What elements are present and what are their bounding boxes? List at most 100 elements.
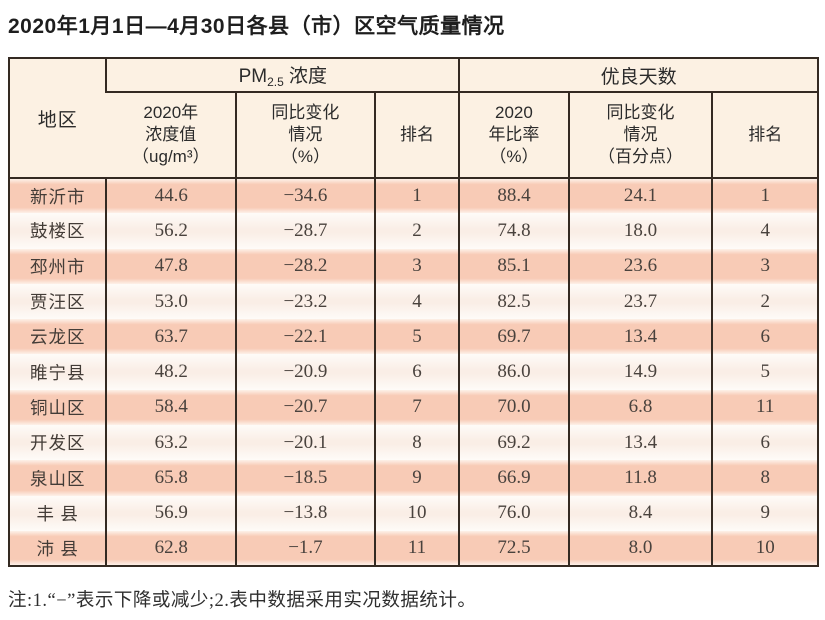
pm-change-cell: −20.1 [235, 425, 375, 461]
days-ratio-cell: 85.1 [458, 248, 569, 284]
region-cell: 贾汪区 [9, 283, 107, 320]
pm-change-cell: −20.9 [235, 354, 375, 390]
table-body: 新沂市 44.6 −34.6 1 88.4 24.1 1 鼓楼区 56.2 −2… [9, 178, 818, 567]
table-row: 泉山区 65.8 −18.5 9 66.9 11.8 8 [9, 460, 818, 496]
column-header-days-ratio: 2020 年比率 （%） [458, 92, 569, 179]
column-group-pm25: PM2.5 浓度 [105, 58, 460, 93]
days-change-cell: 24.1 [567, 178, 713, 214]
table-row: 云龙区 63.7 −22.1 5 69.7 13.4 6 [9, 319, 818, 355]
pm-rank-cell: 9 [373, 460, 460, 496]
table-row: 丰 县 56.9 −13.8 10 76.0 8.4 9 [9, 495, 818, 531]
pm-value-cell: 58.4 [105, 389, 237, 426]
days-rank-cell: 3 [711, 248, 818, 284]
pm25-prefix: PM [238, 66, 268, 87]
days-change-cell: 6.8 [567, 389, 713, 426]
days-change-cell: 13.4 [567, 319, 713, 355]
table-row: 鼓楼区 56.2 −28.7 2 74.8 18.0 4 [9, 213, 818, 249]
table-row: 睢宁县 48.2 −20.9 6 86.0 14.9 5 [9, 354, 818, 390]
days-ratio-cell: 69.7 [458, 319, 569, 355]
region-cell: 邳州市 [9, 248, 107, 284]
region-cell: 鼓楼区 [9, 213, 107, 249]
days-ratio-cell: 72.5 [458, 530, 569, 567]
pm-value-cell: 53.0 [105, 283, 237, 320]
table-row: 新沂市 44.6 −34.6 1 88.4 24.1 1 [9, 178, 818, 214]
pm-change-cell: −20.7 [235, 389, 375, 426]
days-change-cell: 8.4 [567, 495, 713, 531]
days-rank-cell: 9 [711, 495, 818, 531]
region-cell: 丰 县 [9, 495, 107, 531]
pm-value-cell: 63.7 [105, 319, 237, 355]
pm-value-cell: 47.8 [105, 248, 237, 284]
days-rank-cell: 8 [711, 460, 818, 496]
pm-value-cell: 56.2 [105, 213, 237, 249]
pm-rank-cell: 8 [373, 425, 460, 461]
table-row: 沛 县 62.8 −1.7 11 72.5 8.0 10 [9, 530, 818, 567]
days-change-cell: 13.4 [567, 425, 713, 461]
days-ratio-cell: 88.4 [458, 178, 569, 214]
pm-rank-cell: 7 [373, 389, 460, 426]
days-change-cell: 23.6 [567, 248, 713, 284]
pm-change-cell: −23.2 [235, 283, 375, 320]
column-header-pm-rank: 排名 [373, 92, 460, 179]
pm-change-cell: −28.7 [235, 213, 375, 249]
days-ratio-cell: 76.0 [458, 495, 569, 531]
days-rank-cell: 11 [711, 389, 818, 426]
pm-change-cell: −22.1 [235, 319, 375, 355]
pm-value-cell: 65.8 [105, 460, 237, 496]
pm25-suffix: 浓度 [283, 66, 328, 87]
column-header-pm-change: 同比变化 情况 （%） [235, 92, 375, 179]
pm-change-cell: −18.5 [235, 460, 375, 496]
days-ratio-cell: 74.8 [458, 213, 569, 249]
region-cell: 云龙区 [9, 319, 107, 355]
days-change-cell: 14.9 [567, 354, 713, 390]
header-group-row: 地区 PM2.5 浓度 优良天数 [9, 58, 818, 179]
pm25-subscript: 2.5 [267, 75, 284, 89]
days-rank-cell: 5 [711, 354, 818, 390]
column-header-days-change: 同比变化 情况 （百分点） [567, 92, 713, 179]
pm-rank-cell: 5 [373, 319, 460, 355]
days-rank-cell: 10 [711, 530, 818, 567]
pm-change-cell: −34.6 [235, 178, 375, 214]
pm-rank-cell: 2 [373, 213, 460, 249]
days-ratio-cell: 82.5 [458, 283, 569, 320]
column-header-pm-value: 2020年 浓度值 （ug/m³） [106, 92, 237, 179]
footnote: 注:1.“−”表示下降或减少;2.表中数据采用实况数据统计。 [8, 591, 477, 611]
days-rank-cell: 6 [711, 319, 818, 355]
region-cell: 铜山区 [9, 389, 107, 426]
days-change-cell: 18.0 [567, 213, 713, 249]
pm-change-cell: −28.2 [235, 248, 375, 284]
days-change-cell: 11.8 [567, 460, 713, 496]
region-cell: 睢宁县 [9, 354, 107, 390]
column-header-days-rank: 排名 [711, 92, 818, 179]
table-row: 邳州市 47.8 −28.2 3 85.1 23.6 3 [9, 248, 818, 284]
days-ratio-cell: 86.0 [458, 354, 569, 390]
days-rank-cell: 4 [711, 213, 818, 249]
table-row: 贾汪区 53.0 −23.2 4 82.5 23.7 2 [9, 283, 818, 320]
days-ratio-cell: 66.9 [458, 460, 569, 496]
air-quality-table: 地区 PM2.5 浓度 优良天数 2020年 浓度值 （ug/m³） 同比变化 … [8, 57, 819, 568]
pm-rank-cell: 6 [373, 354, 460, 390]
pm-rank-cell: 4 [373, 283, 460, 320]
pm-change-cell: −1.7 [235, 530, 375, 567]
days-rank-cell: 1 [711, 178, 818, 214]
pm-rank-cell: 3 [373, 248, 460, 284]
pm-rank-cell: 1 [373, 178, 460, 214]
column-group-good-days: 优良天数 [458, 58, 818, 93]
region-cell: 开发区 [9, 425, 107, 461]
pm-rank-cell: 10 [373, 495, 460, 531]
region-cell: 泉山区 [9, 460, 107, 496]
column-header-region: 地区 [9, 58, 107, 179]
days-ratio-cell: 70.0 [458, 389, 569, 426]
pm-change-cell: −13.8 [235, 495, 375, 531]
table-row: 铜山区 58.4 −20.7 7 70.0 6.8 11 [9, 389, 818, 426]
header-sub-row: 2020年 浓度值 （ug/m³） 同比变化 情况 （%） 排名 2020 年比… [9, 92, 818, 179]
pm-value-cell: 62.8 [105, 530, 237, 567]
pm-value-cell: 44.6 [105, 178, 237, 214]
table-header: 地区 PM2.5 浓度 优良天数 2020年 浓度值 （ug/m³） 同比变化 … [9, 58, 818, 179]
table-row: 开发区 63.2 −20.1 8 69.2 13.4 6 [9, 425, 818, 461]
region-cell: 沛 县 [9, 530, 107, 567]
pm-value-cell: 63.2 [105, 425, 237, 461]
pm-value-cell: 48.2 [105, 354, 237, 390]
pm-value-cell: 56.9 [105, 495, 237, 531]
